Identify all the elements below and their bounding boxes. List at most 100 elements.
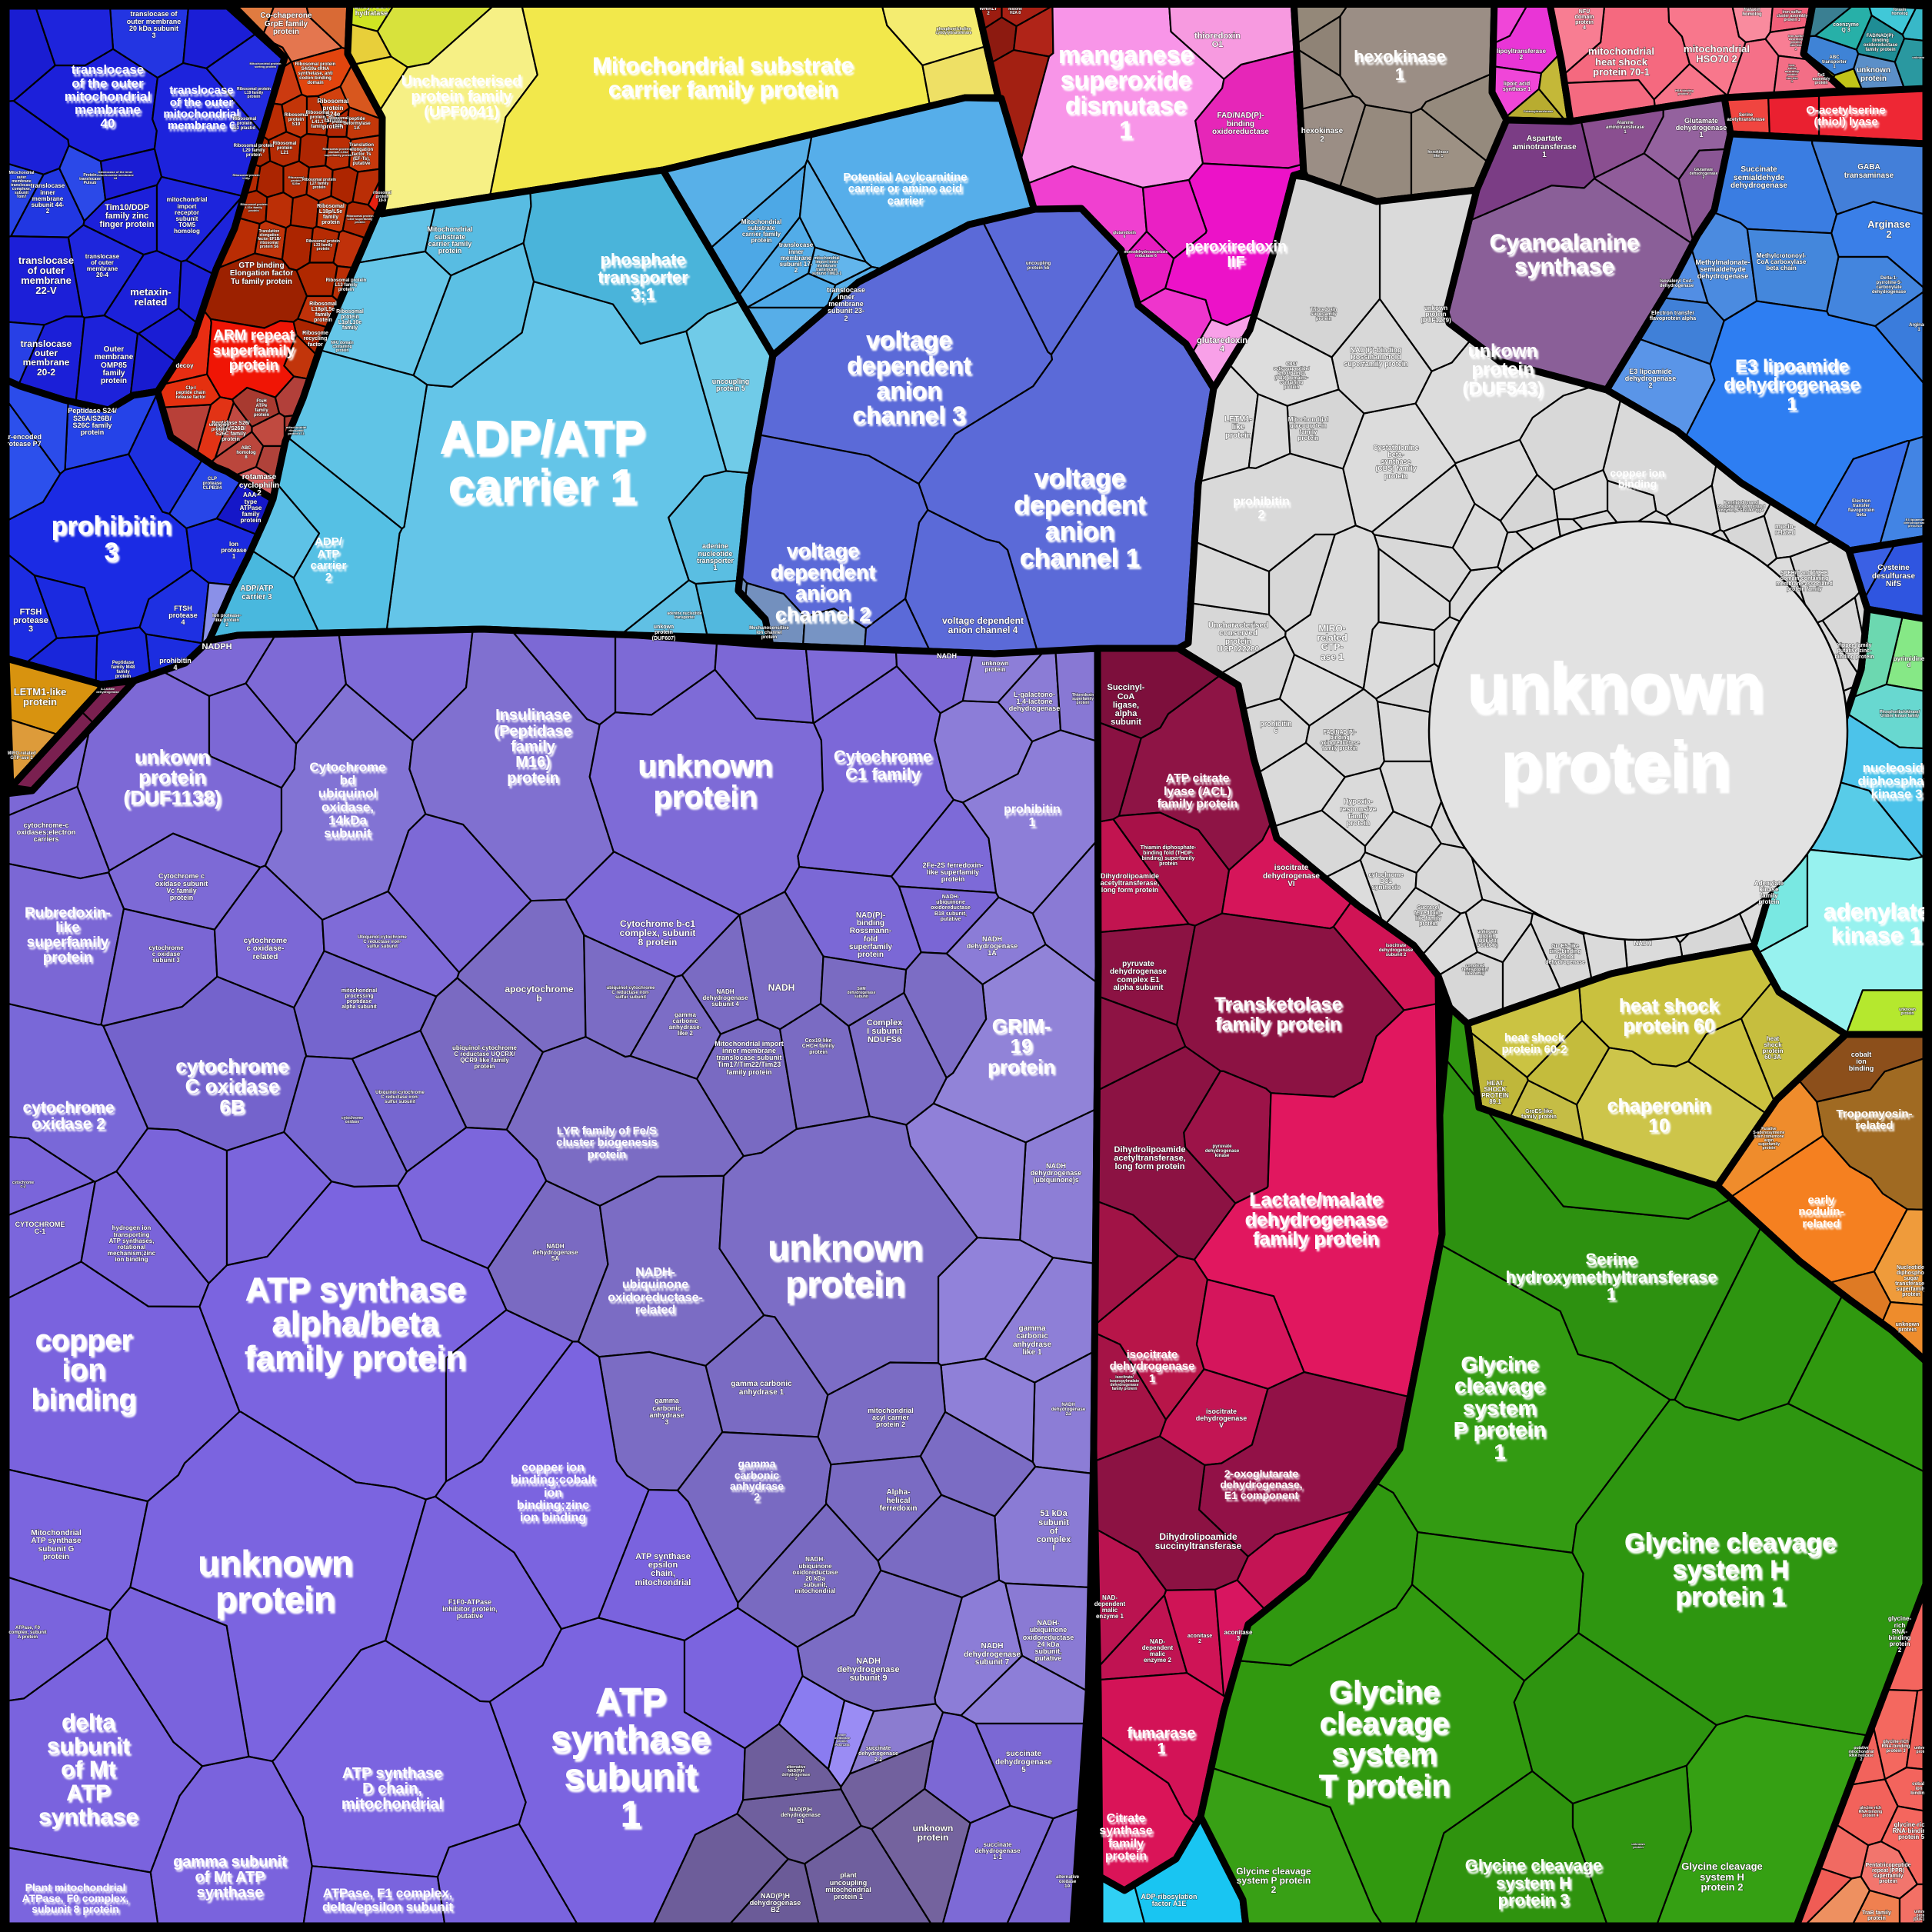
svg-text:3: 3 (152, 32, 155, 39)
svg-text:dehydrogenase: dehydrogenase (1697, 272, 1749, 280)
svg-text:CLP protease P7: CLP protease P7 (0, 440, 42, 448)
svg-text:anion: anion (795, 581, 851, 605)
svg-text:protein: protein (237, 122, 253, 126)
svg-text:2: 2 (327, 573, 333, 586)
svg-text:protein: protein (81, 428, 105, 436)
svg-text:protein: protein (291, 178, 301, 182)
svg-text:1A: 1A (1064, 1884, 1071, 1889)
svg-text:C reductase UQCRX/: C reductase UQCRX/ (454, 1051, 515, 1058)
svg-text:translocase: translocase (72, 62, 145, 77)
svg-text:unknown: unknown (1631, 1842, 1645, 1846)
svg-text:putative: putative (941, 917, 961, 922)
svg-text:carrier or amino acid: carrier or amino acid (848, 182, 962, 195)
svg-text:gamma: gamma (655, 1397, 680, 1404)
svg-text:protein: protein (1316, 317, 1332, 321)
svg-text:rotational: rotational (118, 1244, 145, 1251)
svg-text:translocase: translocase (85, 253, 120, 260)
svg-text:lipoic acid: lipoic acid (1504, 82, 1530, 87)
svg-text:copper: copper (37, 1327, 135, 1359)
svg-text:binding: binding (1227, 120, 1254, 128)
svg-text:(DUF543): (DUF543) (1464, 381, 1545, 401)
svg-text:Prenylated rosanol: Prenylated rosanol (1724, 501, 1759, 505)
svg-text:family protein: family protein (1215, 1014, 1341, 1035)
svg-text:frataxin: frataxin (1744, 8, 1760, 12)
svg-text:(UPF0041): (UPF0041) (424, 104, 499, 121)
svg-text:beta: beta (1857, 513, 1867, 518)
svg-text:related: related (635, 1304, 675, 1317)
svg-text:2: 2 (1795, 47, 1797, 51)
svg-text:protein 3: protein 3 (1498, 1890, 1570, 1910)
svg-text:1,4-lactone: 1,4-lactone (1016, 698, 1052, 705)
svg-text:Glycine: Glycine (1463, 1354, 1541, 1378)
svg-text:RNA-: RNA- (1892, 1628, 1907, 1635)
svg-text:binding;zinc: binding;zinc (517, 1499, 589, 1512)
svg-text:hydrogen ion: hydrogen ion (112, 1224, 152, 1231)
svg-text:1: 1 (232, 553, 236, 560)
svg-text:membrane: membrane (21, 275, 72, 286)
svg-text:hexokinase: hexokinase (1427, 150, 1448, 155)
svg-text:2: 2 (1886, 228, 1891, 240)
svg-text:related: related (1317, 632, 1347, 643)
svg-text:unknown: unknown (1471, 653, 1767, 729)
svg-text:binding;zinc: binding;zinc (518, 1501, 591, 1514)
svg-text:FtsH: FtsH (256, 399, 266, 404)
svg-text:IIF: IIF (1229, 256, 1247, 273)
svg-text:protein: protein (248, 208, 259, 212)
svg-text:family: family (324, 117, 342, 124)
svg-text:binding: binding (33, 1386, 138, 1418)
svg-text:family protein: family protein (1253, 1228, 1379, 1250)
svg-text:ADP/ATP: ADP/ATP (439, 411, 645, 465)
svg-text:binding;cobalt: binding;cobalt (512, 1476, 598, 1489)
svg-text:B2: B2 (771, 1906, 780, 1914)
svg-text:NADH: NADH (768, 982, 795, 993)
svg-text:Clp-I: Clp-I (185, 386, 196, 391)
svg-text:89.1: 89.1 (1489, 1098, 1501, 1105)
svg-text:dehydrogenase: dehydrogenase (1051, 1407, 1086, 1412)
svg-text:Mitochondrial substrate: Mitochondrial substrate (594, 55, 855, 81)
svg-text:isocitrate/: isocitrate/ (1115, 1375, 1134, 1380)
svg-text:dehydrogenase: dehydrogenase (782, 1773, 811, 1777)
svg-text:mitochondrial: mitochondrial (795, 1587, 836, 1594)
svg-text:family protein/: family protein/ (1462, 968, 1489, 972)
svg-text:Cytochrome c: Cytochrome c (158, 872, 205, 880)
svg-text:protein: protein (317, 247, 330, 251)
svg-text:system H: system H (1672, 1555, 1788, 1584)
svg-text:oxidoreductase: oxidoreductase (1864, 43, 1898, 48)
svg-text:protein: protein (115, 675, 132, 679)
svg-text:related: related (135, 296, 168, 308)
svg-text:FAD/NAD(P)-: FAD/NAD(P)- (1324, 730, 1357, 735)
svg-text:family: family (323, 215, 338, 220)
svg-text:SAM: SAM (857, 987, 865, 991)
svg-text:isopropylmalate: isopropylmalate (1110, 1379, 1140, 1384)
svg-text:carrier 3: carrier 3 (242, 593, 272, 601)
svg-text:forasin: forasin (1894, 8, 1907, 12)
svg-text:ion: ion (64, 1356, 108, 1388)
svg-text:subunit: subunit (566, 1760, 699, 1800)
svg-text:ubiquinol: ubiquinol (320, 788, 378, 803)
svg-text:membrane: membrane (12, 179, 32, 184)
svg-text:subunit: subunit (1038, 1518, 1069, 1527)
svg-text:synthetase, anti: synthetase, anti (298, 72, 333, 76)
svg-text:homolog: homolog (1742, 12, 1762, 17)
svg-text:translocase: translocase (21, 338, 72, 349)
svg-text:sorting protein: sorting protein (255, 65, 277, 68)
svg-text:2: 2 (794, 267, 798, 274)
svg-text:S25m: S25m (292, 182, 301, 185)
svg-text:mitochondrial: mitochondrial (341, 988, 377, 994)
svg-text:family: family (242, 511, 260, 518)
svg-text:CHCH family: CHCH family (802, 1044, 835, 1049)
svg-text:beta-: beta- (1387, 451, 1404, 458)
svg-text:pyruvate: pyruvate (1212, 1144, 1232, 1149)
svg-text:20-4: 20-4 (96, 271, 109, 278)
svg-text:Mitochondrial substrate: Mitochondrial substrate (592, 53, 854, 78)
svg-text:Adenylate: Adenylate (1754, 880, 1784, 887)
svg-text:heat shock: heat shock (1506, 1034, 1567, 1047)
svg-text:Uncharacterised: Uncharacterised (1208, 621, 1268, 630)
svg-text:lipoyltransferase: lipoyltransferase (1497, 48, 1547, 55)
svg-text:anion: anion (876, 377, 941, 405)
svg-text:Phox/Bemp1: Phox/Bemp1 (1277, 371, 1306, 376)
svg-text:1: 1 (1833, 65, 1836, 69)
svg-text:binding: binding (31, 1384, 136, 1416)
svg-text:glutaredoxin: glutaredoxin (1113, 231, 1136, 235)
svg-text:C reductase iron-: C reductase iron- (381, 1095, 418, 1100)
